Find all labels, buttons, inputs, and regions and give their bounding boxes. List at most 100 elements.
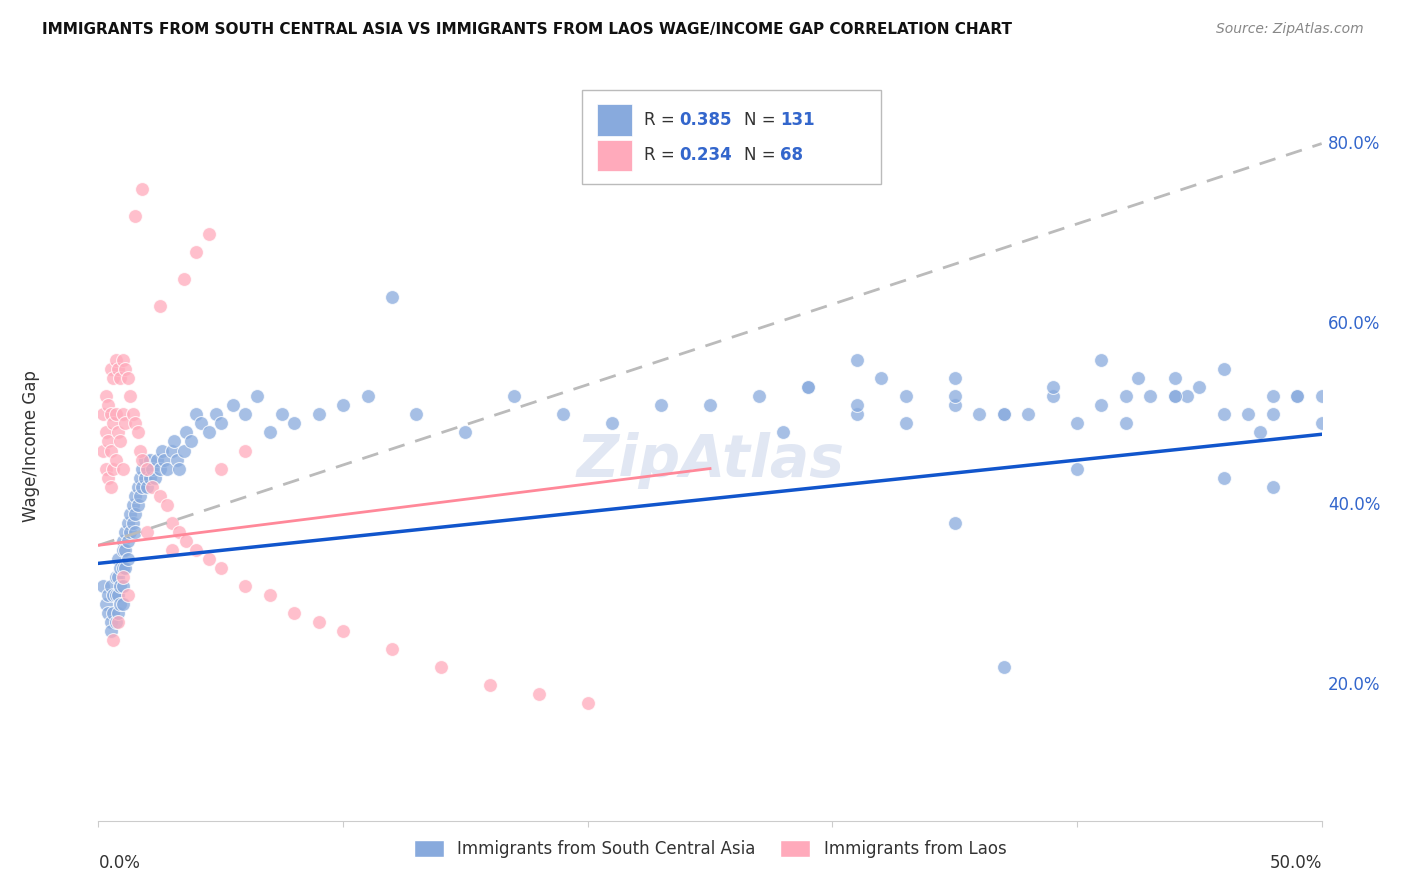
Point: [1128, 371, 1150, 385]
Legend: Immigrants from South Central Asia, Immigrants from Laos: Immigrants from South Central Asia, Immi…: [406, 833, 1014, 864]
Point: [1261, 408, 1284, 422]
Point: [405, 408, 427, 422]
Point: [97, 606, 120, 620]
Point: [121, 408, 143, 422]
Point: [650, 398, 672, 412]
Point: [699, 398, 721, 412]
Point: [107, 570, 129, 584]
Text: Source: ZipAtlas.com: Source: ZipAtlas.com: [1216, 22, 1364, 37]
Point: [124, 489, 146, 503]
Point: [1042, 389, 1064, 403]
Point: [120, 507, 142, 521]
Point: [143, 470, 166, 484]
Point: [94, 597, 117, 611]
Point: [308, 615, 330, 629]
Point: [186, 542, 208, 557]
Point: [111, 570, 134, 584]
Point: [114, 524, 136, 539]
Point: [153, 452, 176, 467]
Point: [114, 561, 136, 575]
Point: [845, 408, 868, 422]
Point: [1249, 425, 1271, 440]
Point: [1090, 353, 1112, 368]
Point: [111, 597, 134, 611]
Point: [114, 542, 136, 557]
Point: [120, 524, 142, 539]
Point: [121, 498, 143, 512]
Point: [156, 461, 179, 475]
Point: [149, 299, 172, 313]
Point: [136, 524, 159, 539]
Point: [381, 642, 404, 657]
Point: [114, 417, 136, 431]
Point: [209, 461, 232, 475]
Point: [127, 498, 149, 512]
Point: [166, 452, 188, 467]
Point: [233, 579, 256, 593]
Point: [1066, 461, 1088, 475]
Text: 20.0%: 20.0%: [1327, 676, 1381, 694]
Text: Wage/Income Gap: Wage/Income Gap: [22, 370, 41, 522]
Point: [139, 470, 162, 484]
Point: [246, 389, 269, 403]
Point: [114, 362, 136, 376]
FancyBboxPatch shape: [582, 90, 882, 184]
Point: [111, 461, 134, 475]
Point: [259, 425, 281, 440]
Point: [197, 552, 219, 566]
Point: [110, 561, 132, 575]
Point: [141, 461, 163, 475]
Text: 131: 131: [780, 112, 814, 129]
Point: [478, 678, 501, 692]
Point: [117, 533, 139, 548]
Point: [101, 371, 124, 385]
Point: [136, 461, 159, 475]
Point: [100, 362, 122, 376]
Point: [943, 398, 966, 412]
Point: [993, 408, 1015, 422]
Point: [1261, 389, 1284, 403]
Point: [1164, 371, 1187, 385]
Point: [134, 452, 156, 467]
Point: [173, 272, 195, 286]
Point: [127, 480, 149, 494]
Point: [1188, 380, 1211, 394]
Point: [600, 417, 623, 431]
Point: [1175, 389, 1198, 403]
Point: [129, 470, 152, 484]
Point: [129, 443, 152, 458]
Point: [1212, 470, 1234, 484]
Point: [209, 561, 232, 575]
Point: [160, 443, 183, 458]
Point: [111, 542, 134, 557]
Point: [967, 408, 990, 422]
Point: [107, 552, 129, 566]
Text: 0.0%: 0.0%: [98, 855, 141, 872]
Point: [91, 443, 114, 458]
Point: [797, 380, 820, 394]
Point: [100, 408, 122, 422]
Point: [111, 353, 134, 368]
Point: [1310, 417, 1333, 431]
Point: [107, 615, 129, 629]
Text: 0.234: 0.234: [679, 146, 733, 164]
Point: [149, 461, 172, 475]
Point: [259, 588, 281, 602]
Text: IMMIGRANTS FROM SOUTH CENTRAL ASIA VS IMMIGRANTS FROM LAOS WAGE/INCOME GAP CORRE: IMMIGRANTS FROM SOUTH CENTRAL ASIA VS IM…: [42, 22, 1012, 37]
Point: [111, 561, 134, 575]
Point: [97, 398, 120, 412]
Point: [180, 434, 202, 449]
Point: [163, 434, 186, 449]
Point: [131, 182, 153, 196]
Bar: [598, 139, 631, 171]
Point: [870, 371, 893, 385]
Point: [94, 425, 117, 440]
Point: [1042, 380, 1064, 394]
Point: [308, 408, 330, 422]
Point: [134, 470, 156, 484]
Point: [943, 389, 966, 403]
Text: 0.385: 0.385: [679, 112, 733, 129]
Point: [110, 371, 132, 385]
Point: [97, 588, 120, 602]
Point: [1261, 480, 1284, 494]
